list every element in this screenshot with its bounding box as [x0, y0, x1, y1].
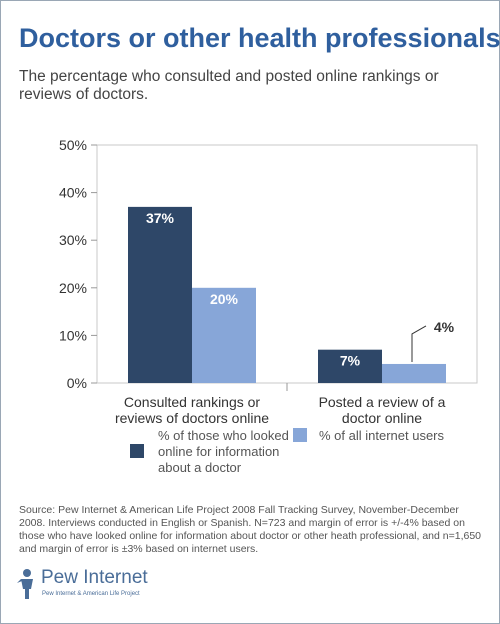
- legend-swatch-series2: [293, 428, 307, 442]
- legend-label-series1: % of those who looked online for informa…: [158, 428, 289, 476]
- person-logo-icon: [17, 569, 33, 599]
- x-category-label: Posted a review of a: [319, 394, 446, 410]
- bar-data-label: 37%: [146, 210, 175, 226]
- logo-subtitle: Pew Internet & American Life Project: [42, 591, 140, 597]
- bar: [318, 349, 382, 383]
- bar-chart: 0% 10% 20% 30% 40% 50% 37% 20% Consulted ranking…: [59, 137, 478, 426]
- legend-line: % of those who looked: [158, 428, 289, 443]
- legend-swatch-series1: [130, 444, 144, 458]
- x-category-label: Consulted rankings or: [124, 394, 261, 410]
- legend-line: about a doctor: [158, 460, 242, 475]
- bar: [192, 287, 256, 383]
- y-tick-label: 50%: [59, 137, 87, 153]
- y-tick-label: 10%: [59, 327, 87, 343]
- source-note: Source: Pew Internet & American Life Pro…: [19, 504, 482, 555]
- bar: [128, 206, 192, 383]
- y-tick-label: 0%: [67, 375, 87, 391]
- logo-name: Pew Internet: [41, 567, 148, 588]
- y-tick-label: 20%: [59, 280, 87, 296]
- pew-logo: Pew Internet Pew Internet & American Lif…: [15, 567, 148, 606]
- bar-data-label: 4%: [434, 319, 455, 335]
- x-category-label: reviews of doctors online: [115, 410, 269, 426]
- bar-data-label: 20%: [210, 291, 239, 307]
- y-tick-label: 40%: [59, 185, 87, 201]
- y-tick-label: 30%: [59, 232, 87, 248]
- legend-line: online for information: [158, 444, 280, 459]
- bar-data-label: 7%: [340, 353, 361, 369]
- legend-label-series2: % of all internet users: [319, 428, 445, 443]
- callout-leader-line: [411, 325, 427, 362]
- page-title: Doctors or other health professionals: [19, 23, 500, 53]
- chart-subtitle: The percentage who consulted and posted …: [19, 68, 439, 103]
- x-category-label: doctor online: [342, 410, 422, 426]
- bar: [382, 363, 446, 383]
